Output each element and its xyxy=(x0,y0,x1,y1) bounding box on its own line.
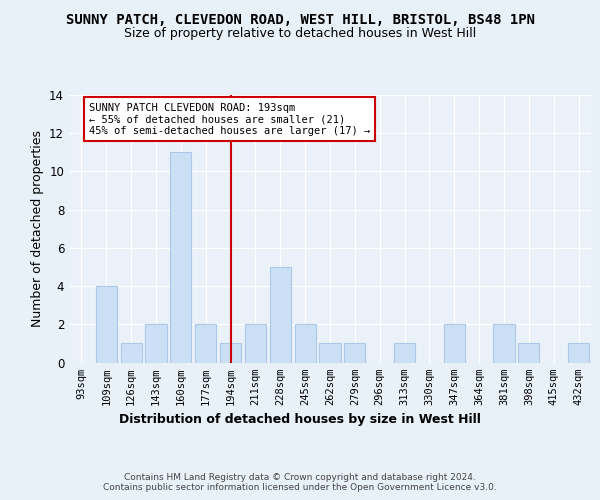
Bar xyxy=(195,324,216,362)
Bar xyxy=(493,324,515,362)
Bar xyxy=(394,344,415,362)
Bar xyxy=(245,324,266,362)
Bar xyxy=(568,344,589,362)
Bar xyxy=(220,344,241,362)
Bar xyxy=(145,324,167,362)
Bar xyxy=(319,344,341,362)
Bar xyxy=(444,324,465,362)
Text: SUNNY PATCH CLEVEDON ROAD: 193sqm
← 55% of detached houses are smaller (21)
45% : SUNNY PATCH CLEVEDON ROAD: 193sqm ← 55% … xyxy=(89,102,370,136)
Bar xyxy=(270,267,291,362)
Bar xyxy=(518,344,539,362)
Text: SUNNY PATCH, CLEVEDON ROAD, WEST HILL, BRISTOL, BS48 1PN: SUNNY PATCH, CLEVEDON ROAD, WEST HILL, B… xyxy=(65,12,535,26)
Bar xyxy=(96,286,117,362)
Text: Contains HM Land Registry data © Crown copyright and database right 2024.
Contai: Contains HM Land Registry data © Crown c… xyxy=(103,472,497,492)
Bar xyxy=(170,152,191,362)
Y-axis label: Number of detached properties: Number of detached properties xyxy=(31,130,44,327)
Bar xyxy=(344,344,365,362)
Bar xyxy=(121,344,142,362)
Bar xyxy=(295,324,316,362)
Text: Size of property relative to detached houses in West Hill: Size of property relative to detached ho… xyxy=(124,28,476,40)
Text: Distribution of detached houses by size in West Hill: Distribution of detached houses by size … xyxy=(119,412,481,426)
